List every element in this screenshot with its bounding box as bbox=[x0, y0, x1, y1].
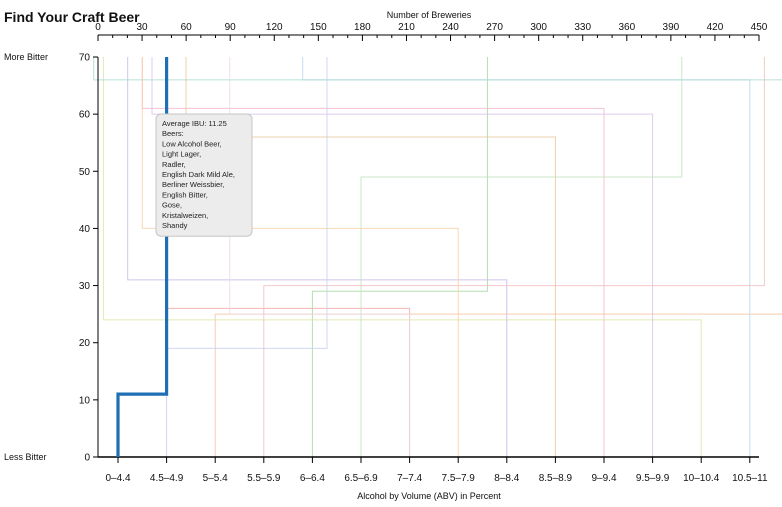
bottom-axis-label: Alcohol by Volume (ABV) in Percent bbox=[357, 491, 501, 501]
top-axis-label: Number of Breweries bbox=[387, 10, 472, 20]
series-line-10 bbox=[360, 57, 683, 457]
tooltip-line-5: English Dark Mild Ale, bbox=[162, 170, 235, 179]
tooltip-line-10: Shandy bbox=[162, 221, 188, 230]
x-top-tick-label-360: 360 bbox=[618, 22, 635, 33]
y-bottom-label: Less Bitter bbox=[4, 452, 47, 462]
y-tick-label-70: 70 bbox=[79, 53, 91, 64]
series-line-12 bbox=[141, 57, 459, 457]
x-top-tick-label-450: 450 bbox=[751, 22, 768, 33]
x-bottom-tick-label-5: 6.5–6.9 bbox=[344, 473, 378, 484]
x-bottom-tick-label-12: 10–10.4 bbox=[683, 473, 720, 484]
chart-title: Find Your Craft Beer bbox=[4, 9, 140, 25]
tooltip-line-6: Berliner Weissbier, bbox=[162, 180, 224, 189]
x-top-tick-label-330: 330 bbox=[574, 22, 591, 33]
x-bottom-tick-label-9: 8.5–8.9 bbox=[539, 473, 573, 484]
series-line-13 bbox=[166, 57, 328, 457]
series-line-3 bbox=[214, 313, 782, 457]
tooltip-line-0: Average IBU: 11.25 bbox=[162, 119, 227, 128]
series-line-5 bbox=[302, 57, 751, 457]
series-line-14 bbox=[229, 57, 411, 457]
x-top-tick-label-180: 180 bbox=[354, 22, 371, 33]
series-line-2 bbox=[127, 57, 508, 457]
tooltip-box bbox=[155, 113, 253, 237]
x-top-tick-label-150: 150 bbox=[310, 22, 327, 33]
x-bottom-tick-label-8: 8–8.4 bbox=[494, 473, 519, 484]
y-tick-label-50: 50 bbox=[79, 167, 91, 178]
x-bottom-tick-label-4: 6–6.4 bbox=[300, 473, 325, 484]
x-bottom-tick-label-3: 5.5–5.9 bbox=[247, 473, 281, 484]
y-tick-label-40: 40 bbox=[79, 224, 91, 235]
x-top-tick-label-300: 300 bbox=[530, 22, 547, 33]
x-bottom-tick-label-7: 7.5–7.9 bbox=[442, 473, 476, 484]
x-bottom-tick-label-0: 0–4.4 bbox=[105, 473, 130, 484]
y-tick-label-0: 0 bbox=[84, 453, 90, 464]
x-top-tick-label-210: 210 bbox=[398, 22, 415, 33]
x-top-tick-label-270: 270 bbox=[486, 22, 503, 33]
y-tick-label-30: 30 bbox=[79, 281, 91, 292]
y-tick-label-60: 60 bbox=[79, 110, 91, 121]
axes-group: 0 10 20 30 40 50 60 70 0 30 60 90 120 150 180 210 240 270… bbox=[79, 22, 768, 484]
x-top-tick-label-120: 120 bbox=[266, 22, 283, 33]
tooltip-line-3: Light Lager, bbox=[162, 150, 201, 159]
x-top-tick-label-390: 390 bbox=[663, 22, 680, 33]
x-bottom-tick-label-6: 7–7.4 bbox=[397, 473, 422, 484]
series-line-1 bbox=[311, 57, 488, 457]
tooltip-line-7: English Bitter, bbox=[162, 190, 208, 199]
x-bottom-tick-label-11: 9.5–9.9 bbox=[636, 473, 670, 484]
x-bottom-tick-label-10: 9–9.4 bbox=[591, 473, 616, 484]
tooltip-line-9: Kristalweizen, bbox=[162, 211, 208, 220]
tooltip-line-4: Radler, bbox=[162, 160, 186, 169]
series-line-7 bbox=[93, 57, 782, 81]
tooltip-line-1: Beers: bbox=[162, 129, 184, 138]
x-top-tick-label-0: 0 bbox=[95, 22, 101, 33]
x-top-tick-label-60: 60 bbox=[181, 22, 193, 33]
x-top-tick-label-30: 30 bbox=[137, 22, 149, 33]
x-bottom-tick-label-1: 4.5–4.9 bbox=[150, 473, 184, 484]
x-top-tick-label-90: 90 bbox=[225, 22, 237, 33]
tooltip-line-2: Low Alcohol Beer, bbox=[162, 139, 222, 148]
x-bottom-tick-label-2: 5–5.4 bbox=[203, 473, 228, 484]
x-top-tick-label-240: 240 bbox=[442, 22, 459, 33]
x-top-tick-label-420: 420 bbox=[707, 22, 724, 33]
y-tick-label-20: 20 bbox=[79, 338, 91, 349]
series-line-6 bbox=[102, 57, 702, 457]
y-tick-label-10: 10 bbox=[79, 395, 91, 406]
series-line-11 bbox=[263, 57, 765, 457]
y-top-label: More Bitter bbox=[4, 52, 48, 62]
series-line-8 bbox=[185, 57, 556, 457]
x-bottom-tick-label-13: 10.5–11 bbox=[732, 473, 768, 484]
tooltip-line-8: Gose, bbox=[162, 201, 182, 210]
background-series-group bbox=[93, 57, 782, 457]
